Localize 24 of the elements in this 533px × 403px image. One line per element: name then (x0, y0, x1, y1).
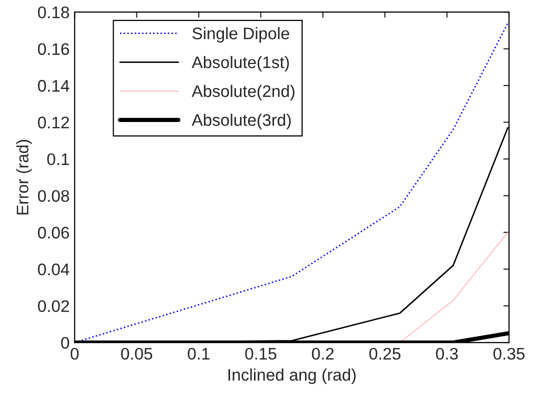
y-tick-label: 0.1 (47, 153, 69, 166)
x-tick-label: 0.2 (312, 348, 334, 360)
legend-label: Absolute(1st) (192, 56, 289, 72)
x-tick-label: 0.25 (369, 348, 400, 360)
x-tick-label: 0.35 (493, 348, 525, 360)
x-tick-label: 0.3 (436, 348, 458, 360)
y-tick-label: 0.04 (38, 264, 70, 276)
y-tick-label: 0.08 (38, 190, 70, 202)
legend-label: Absolute(3rd) (192, 114, 291, 130)
y-tick-label: 0.12 (38, 116, 69, 128)
y-axis-title: Error (rad) (16, 140, 32, 214)
x-tick-label: 0.15 (245, 348, 276, 360)
y-tick-label: 0.06 (38, 226, 70, 239)
x-tick-label: 0 (70, 348, 79, 360)
y-tick-label: 0.02 (38, 300, 69, 312)
y-tick-label: 0.16 (38, 43, 70, 56)
y-tick-label: 0 (61, 336, 70, 349)
y-tick-label: 0.14 (38, 80, 70, 92)
x-tick-label: 0.05 (121, 348, 152, 360)
x-tick-label: 0.1 (188, 348, 210, 360)
legend-label: Absolute(2nd) (192, 84, 294, 100)
y-tick-label: 0.18 (38, 6, 70, 18)
legend-label: Single Dipole (192, 27, 290, 43)
x-axis-title: Inclined ang (rad) (228, 368, 356, 384)
